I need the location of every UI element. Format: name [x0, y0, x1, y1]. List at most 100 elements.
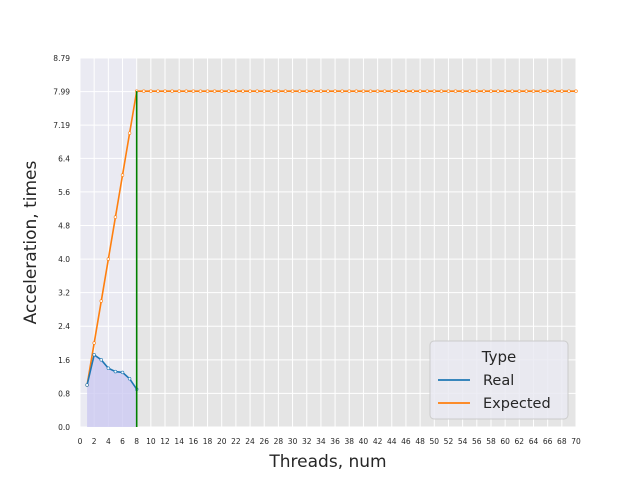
data-point-expected	[177, 89, 181, 93]
data-point-expected	[184, 89, 188, 93]
data-point-expected	[560, 89, 564, 93]
x-axis-title: Threads, num	[268, 452, 386, 472]
data-point-real	[127, 377, 132, 381]
x-tick-label: 60	[500, 437, 510, 446]
x-tick-label: 20	[217, 437, 227, 446]
legend-label-real: Real	[483, 373, 514, 389]
data-point-expected	[290, 89, 295, 93]
data-point-expected	[269, 89, 274, 93]
data-point-expected	[241, 89, 245, 93]
data-point-real	[113, 369, 118, 374]
data-point-expected	[503, 89, 507, 93]
y-tick-label: 4.0	[58, 255, 70, 264]
lines-layer	[85, 89, 578, 391]
x-tick-label: 48	[415, 437, 425, 446]
data-point-expected	[106, 257, 111, 261]
data-point-expected	[191, 89, 196, 93]
x-tick-label: 26	[259, 437, 269, 446]
data-point-expected	[468, 89, 472, 93]
data-point-expected	[425, 89, 429, 93]
y-tick-label: 0.0	[58, 423, 70, 432]
x-tick-label: 22	[231, 437, 241, 446]
data-point-expected	[227, 89, 231, 93]
data-point-expected	[482, 89, 486, 93]
x-tick-label: 0	[78, 437, 83, 446]
x-tick-label: 58	[486, 437, 496, 446]
x-tick-label: 42	[373, 437, 383, 446]
x-tick-label: 8	[134, 437, 139, 446]
data-point-expected	[255, 89, 259, 93]
data-point-expected	[453, 89, 458, 93]
y-tick-label: 4.8	[58, 221, 70, 230]
area-layer	[87, 354, 137, 427]
data-point-expected	[170, 89, 174, 93]
data-point-expected	[538, 89, 543, 93]
data-point-expected	[460, 89, 465, 93]
x-tick-label: 52	[444, 437, 454, 446]
data-point-expected	[404, 89, 408, 93]
data-point-expected	[212, 89, 217, 93]
x-tick-label: 44	[387, 437, 397, 446]
x-tick-label: 24	[245, 437, 255, 446]
data-point-expected	[567, 89, 571, 93]
data-point-real	[99, 358, 103, 362]
data-point-expected	[113, 215, 118, 219]
data-point-expected	[439, 89, 444, 93]
data-point-expected	[517, 89, 522, 93]
data-point-expected	[390, 89, 394, 93]
legend: Type Real Expected	[429, 340, 569, 420]
x-tick-label: 36	[330, 437, 340, 446]
data-point-expected	[368, 89, 373, 93]
data-point-expected	[220, 89, 224, 93]
legend-label-expected: Expected	[483, 396, 551, 412]
data-point-expected	[496, 89, 500, 93]
legend-title: Type	[481, 348, 516, 366]
y-tick-label: 0.8	[58, 389, 70, 398]
data-point-expected	[297, 89, 302, 93]
data-point-expected	[418, 89, 422, 93]
legend-items: Real Expected	[438, 373, 551, 412]
x-tick-label: 56	[472, 437, 482, 446]
x-tick-label: 38	[344, 437, 354, 446]
y-tick-labels: 0.0 0.8 1.6 2.4 3.2 4.0 4.8 5.6 6.4 7.19 7.99 8.79	[53, 54, 70, 432]
x-tick-label: 34	[316, 437, 326, 446]
data-point-expected	[375, 89, 380, 93]
x-tick-label: 68	[557, 437, 567, 446]
y-tick-label: 6.4	[58, 154, 70, 163]
data-point-expected	[149, 89, 153, 93]
y-tick-label: 1.6	[58, 356, 70, 365]
x-tick-label: 30	[288, 437, 298, 446]
x-tick-label: 54	[458, 437, 468, 446]
data-point-expected	[489, 89, 493, 93]
data-point-expected	[156, 89, 160, 93]
x-tick-label: 4	[106, 437, 111, 446]
data-point-real	[85, 383, 89, 387]
data-point-expected	[205, 89, 210, 93]
x-tick-label: 2	[92, 437, 97, 446]
data-point-expected	[510, 89, 514, 93]
data-point-expected	[475, 89, 479, 93]
legend-box	[429, 340, 569, 420]
data-point-expected	[319, 89, 323, 93]
data-point-expected	[340, 89, 344, 93]
series-line-expected	[86, 90, 576, 386]
data-point-expected	[234, 89, 238, 93]
x-tick-label: 64	[529, 437, 539, 446]
data-point-expected	[99, 299, 103, 303]
x-tick-label: 62	[515, 437, 525, 446]
data-point-expected	[248, 89, 252, 93]
data-point-expected	[524, 89, 529, 93]
data-point-expected	[262, 89, 266, 93]
real-area-fill	[87, 354, 137, 427]
x-tick-label: 46	[401, 437, 411, 446]
data-point-expected	[354, 89, 359, 93]
x-tick-label: 70	[571, 437, 581, 446]
y-tick-label: 7.19	[53, 121, 70, 130]
x-tick-label: 16	[189, 437, 199, 446]
data-point-real	[120, 370, 125, 375]
data-point-expected	[411, 89, 415, 93]
x-tick-label: 12	[160, 437, 170, 446]
y-tick-label: 5.6	[58, 188, 70, 197]
data-point-expected	[276, 89, 281, 93]
